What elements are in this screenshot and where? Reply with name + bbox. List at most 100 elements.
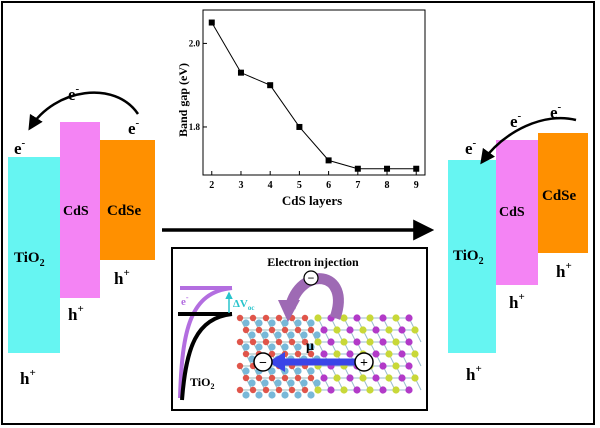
cd-atom bbox=[398, 374, 406, 382]
ti-atom bbox=[287, 331, 295, 339]
cd-atom bbox=[346, 374, 354, 382]
ti-atom bbox=[313, 331, 321, 339]
chart-points bbox=[208, 19, 420, 172]
ti-atom bbox=[274, 379, 282, 387]
ti-atom bbox=[248, 331, 256, 339]
s-atom bbox=[392, 386, 400, 394]
chart-data-point bbox=[384, 165, 391, 172]
injection-electron-circle bbox=[303, 270, 319, 286]
left-tio2-label: TiO2 bbox=[14, 250, 45, 269]
s-atom bbox=[314, 386, 322, 394]
o-atom bbox=[242, 326, 250, 334]
cd-atom bbox=[327, 338, 335, 346]
s-atom bbox=[314, 314, 322, 322]
o-atom bbox=[242, 374, 250, 382]
o-atom bbox=[236, 338, 244, 346]
cd-atom bbox=[320, 350, 328, 358]
ti-atom bbox=[268, 319, 276, 327]
ti-atom bbox=[313, 379, 321, 387]
x-tick-label: 4 bbox=[268, 180, 273, 191]
inset-electron-label: e- bbox=[181, 293, 189, 308]
cd-atom bbox=[327, 386, 335, 394]
o-atom bbox=[275, 386, 283, 394]
right-hole-cds: h+ bbox=[509, 291, 525, 312]
s-atom bbox=[411, 374, 419, 382]
cd-atom bbox=[379, 338, 387, 346]
right-electron-tio2: e- bbox=[465, 137, 477, 158]
left-electron-top: e- bbox=[68, 83, 80, 104]
right-cds-label: CdS bbox=[499, 205, 525, 220]
o-atom bbox=[301, 386, 309, 394]
o-atom bbox=[249, 314, 257, 322]
x-tick-label: 9 bbox=[414, 180, 419, 191]
cd-atom bbox=[353, 338, 361, 346]
chart-data-point bbox=[208, 19, 215, 26]
ti-atom bbox=[255, 343, 263, 351]
dipole-negative-circle bbox=[253, 352, 273, 372]
right-tio2-band bbox=[448, 160, 496, 353]
ti-atom bbox=[274, 331, 282, 339]
chart-xlabel: CdS layers bbox=[282, 193, 342, 208]
o-atom bbox=[249, 386, 257, 394]
s-atom bbox=[333, 326, 341, 334]
chart-data-point bbox=[296, 123, 303, 130]
s-atom bbox=[392, 338, 400, 346]
dipole-positive-sign: + bbox=[360, 356, 368, 371]
o-atom bbox=[268, 350, 276, 358]
x-tick-label: 6 bbox=[326, 180, 331, 191]
o-atom bbox=[255, 326, 263, 334]
cd-atom bbox=[372, 374, 380, 382]
o-atom bbox=[301, 338, 309, 346]
cd-atom bbox=[346, 326, 354, 334]
left-electron-transfer-arrow bbox=[28, 91, 140, 131]
dipole-arrowhead bbox=[268, 352, 285, 372]
o-atom bbox=[275, 338, 283, 346]
s-atom bbox=[385, 374, 393, 382]
ti-atom bbox=[261, 331, 269, 339]
cd-atom bbox=[405, 386, 413, 394]
ti-atom bbox=[307, 367, 315, 375]
injection-inset: Electron injection e- ΔVoc TiO2 − μ − + bbox=[171, 247, 428, 411]
cd-atom bbox=[379, 314, 387, 322]
ti-atom bbox=[307, 343, 315, 351]
left-hole-cdse: h+ bbox=[114, 267, 130, 288]
cd-atom bbox=[346, 350, 354, 358]
s-atom bbox=[411, 326, 419, 334]
s-atom bbox=[385, 350, 393, 358]
y-tick-label: 1.8 bbox=[189, 122, 201, 132]
left-cds-label: CdS bbox=[63, 204, 89, 219]
cd-atom bbox=[379, 386, 387, 394]
cd-atom bbox=[353, 314, 361, 322]
injection-electron-sign: − bbox=[308, 271, 315, 285]
o-atom bbox=[301, 314, 309, 322]
o-atom bbox=[307, 350, 315, 358]
o-atom bbox=[249, 338, 257, 346]
cd-atom bbox=[372, 326, 380, 334]
left-band-diagram: TiO2 CdS CdSe e- e- e- h+ h+ h+ bbox=[8, 83, 155, 388]
o-atom bbox=[288, 386, 296, 394]
chart-data-point bbox=[325, 157, 332, 164]
ti-atom bbox=[281, 343, 289, 351]
o-atom bbox=[236, 314, 244, 322]
electron-injection-arrowhead bbox=[278, 300, 300, 322]
o-atom bbox=[236, 362, 244, 370]
ti-atom bbox=[300, 331, 308, 339]
delta-voc-label: ΔVoc bbox=[233, 298, 254, 312]
s-atom bbox=[340, 314, 348, 322]
s-atom bbox=[359, 374, 367, 382]
ti-atom bbox=[294, 391, 302, 399]
ti-atom bbox=[268, 391, 276, 399]
o-atom bbox=[288, 338, 296, 346]
cd-atom bbox=[405, 314, 413, 322]
ti-atom bbox=[268, 367, 276, 375]
ti-atom bbox=[294, 319, 302, 327]
chart-data-point bbox=[237, 69, 244, 76]
s-atom bbox=[392, 362, 400, 370]
inset-title: Electron injection bbox=[267, 255, 359, 269]
ti-atom bbox=[261, 379, 269, 387]
cd-atom bbox=[372, 350, 380, 358]
chart-ylabel: Band gap (eV) bbox=[176, 63, 190, 137]
x-tick-label: 2 bbox=[209, 180, 214, 191]
chart-data-point bbox=[413, 165, 420, 172]
right-cdse-band bbox=[538, 133, 588, 253]
